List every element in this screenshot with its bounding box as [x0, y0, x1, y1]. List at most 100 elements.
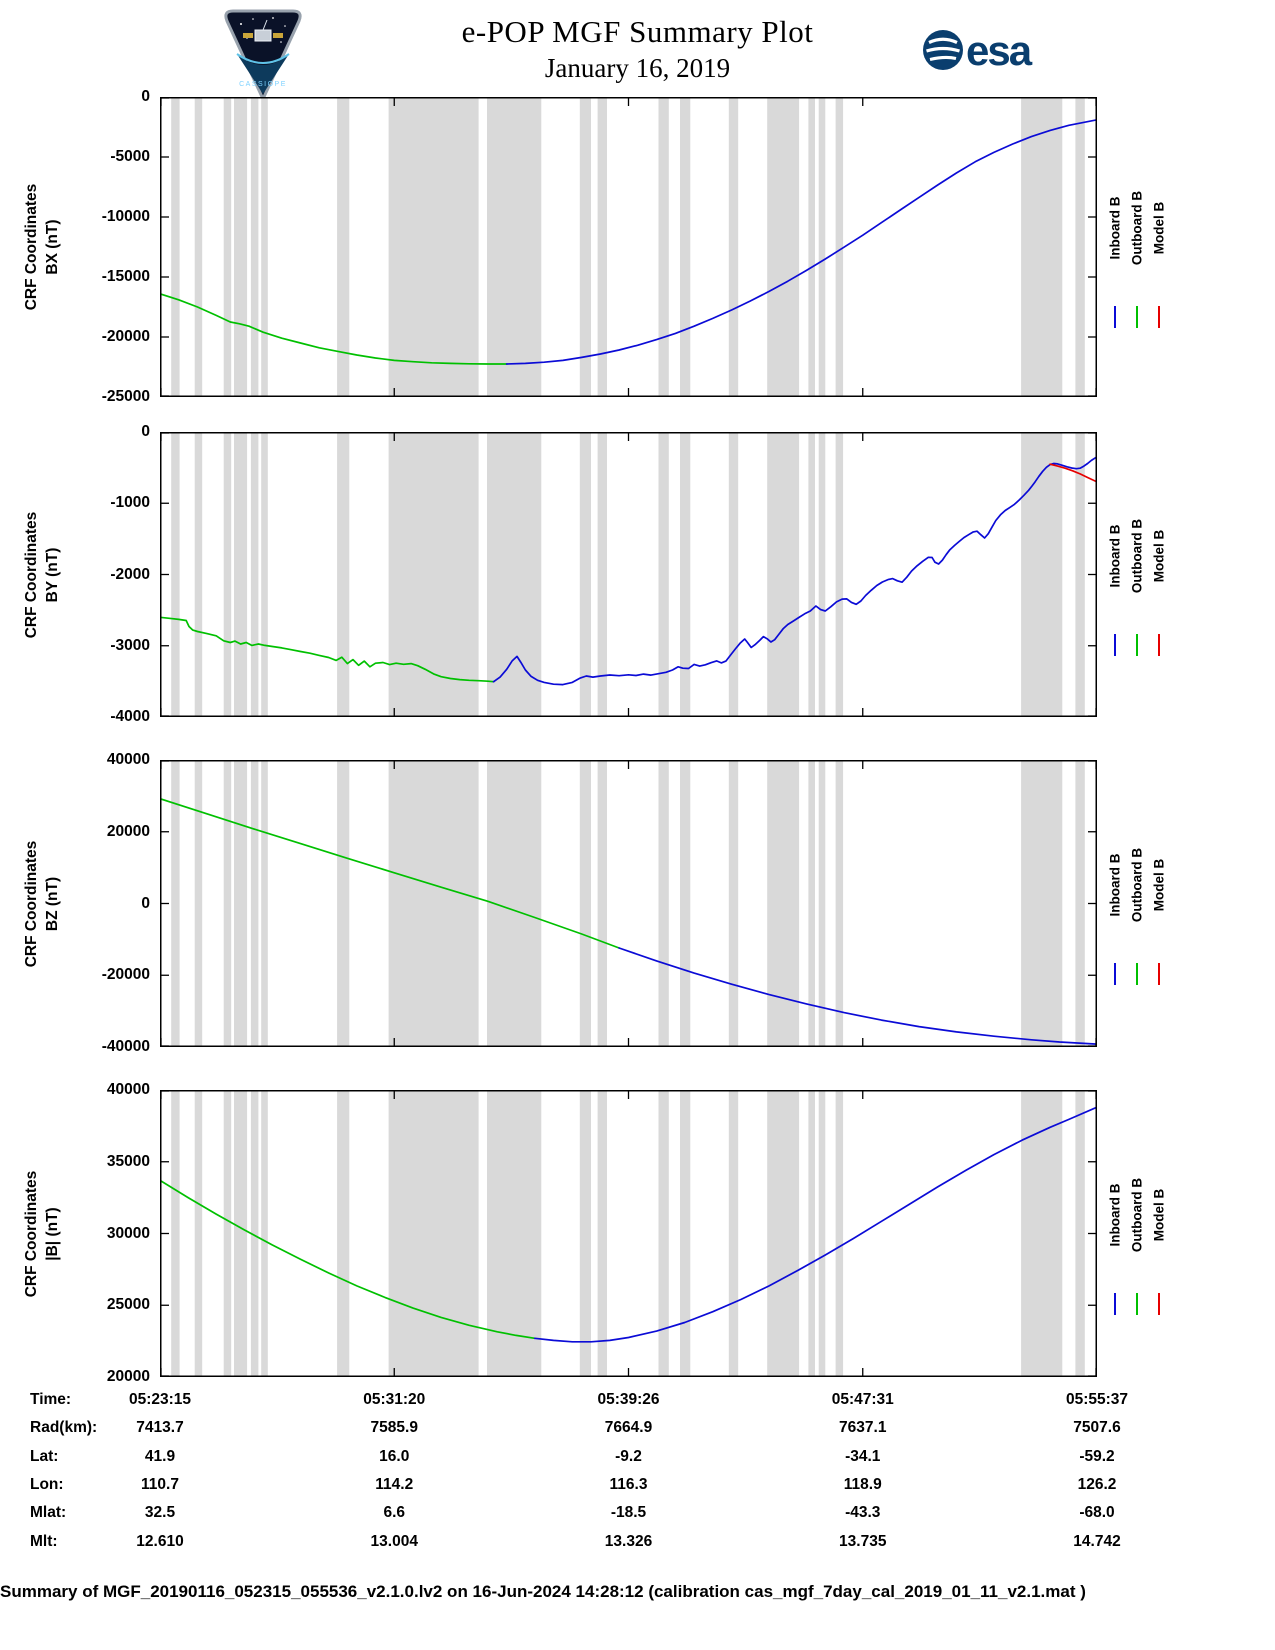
data-gap-band [597, 98, 607, 396]
data-gap-band [818, 433, 826, 716]
y-axis-label-line1: CRF Coordinates [23, 183, 40, 311]
axis-value: 7585.9 [370, 1419, 418, 1437]
data-gap-band [171, 761, 180, 1046]
axis-value: 05:55:37 [1065, 1391, 1129, 1408]
esa-logo-graphic: esa [923, 27, 1035, 74]
data-gap-band [250, 1091, 259, 1376]
data-gap-band [767, 98, 800, 396]
esa-globe-icon [923, 30, 963, 70]
legend-line-samples [1104, 633, 1170, 656]
data-gap-band [234, 1091, 248, 1376]
data-gap-band [818, 1091, 826, 1376]
data-gap-band [261, 761, 268, 1046]
data-gap-band [658, 1091, 669, 1376]
axis-row-label-time: Time: [30, 1391, 72, 1408]
data-gap-band [680, 433, 691, 716]
plot-legend: Inboard B Outboard B Model B [1104, 819, 1170, 985]
axis-value: 114.2 [375, 1475, 414, 1493]
data-gap-band [171, 433, 180, 716]
legend-line-model [1158, 306, 1160, 328]
plot-frame [160, 97, 1097, 397]
axis-value: -68.0 [1079, 1504, 1115, 1522]
data-gap-band [194, 433, 203, 716]
axis-value: 05:47:31 [831, 1391, 894, 1408]
axis-row-label-lat: Lat: [30, 1447, 59, 1465]
legend-labels: Inboard B Outboard B Model B [1104, 819, 1170, 951]
y-tick-label: 40000 [106, 1081, 150, 1098]
legend-label-text: Inboard B [1107, 1183, 1123, 1246]
series-inboard-b [505, 118, 1097, 365]
y-tick-label: -10000 [101, 208, 150, 225]
y-axis-label-line2: BX (nT) [44, 219, 61, 275]
data-gap-band [808, 1091, 815, 1376]
data-gap-band [680, 761, 691, 1046]
data-gap-band [597, 433, 607, 716]
legend-label: Model B [1148, 490, 1170, 622]
plot-svg [160, 760, 1097, 1047]
y-tick-label: 25000 [106, 1296, 150, 1314]
data-gap-band [767, 761, 800, 1046]
legend-label-text: Inboard B [1107, 524, 1123, 587]
cassiope-mission-patch: CASSIOPE [221, 4, 305, 107]
data-gap-band [767, 433, 800, 716]
y-tick-label: -20000 [101, 966, 150, 984]
legend-label: Inboard B [1104, 162, 1126, 294]
plot-frame [160, 432, 1097, 717]
y-tick-label: -4000 [110, 708, 150, 725]
data-gap-band [261, 433, 268, 716]
data-gap-band [337, 433, 350, 716]
data-gap-band [818, 761, 826, 1046]
data-gap-band [579, 433, 591, 716]
legend-line-col [1104, 633, 1126, 656]
plot-area [160, 432, 1097, 717]
axis-value: 118.9 [843, 1475, 882, 1493]
data-gap-band [1075, 98, 1085, 396]
legend-label-text: Inboard B [1107, 196, 1123, 260]
data-gap-band [261, 1091, 268, 1376]
legend-line-model [1158, 633, 1160, 656]
series-inboard-b [618, 947, 1097, 1045]
legend-line-outboard [1136, 306, 1138, 328]
data-gap-band [658, 433, 669, 716]
data-gap-band [1021, 98, 1063, 396]
legend-labels: Inboard B Outboard B Model B [1104, 1149, 1170, 1281]
plot-area [160, 760, 1097, 1047]
axis-value: 41.9 [144, 1447, 176, 1465]
legend-label-text: Model B [1151, 1188, 1167, 1241]
legend-line-col [1126, 1292, 1148, 1315]
data-gap-band [194, 98, 203, 396]
plot-legend: Inboard B Outboard B Model B [1104, 1149, 1170, 1315]
axis-value: -9.2 [615, 1447, 642, 1465]
esa-logo-text: esa [966, 27, 1033, 74]
patch-mission-name: CASSIOPE [239, 81, 287, 88]
plot-area [160, 1090, 1097, 1377]
legend-line-col [1148, 633, 1170, 656]
axis-value: 12.610 [136, 1532, 184, 1550]
plot-svg [160, 97, 1097, 397]
data-gap-band [388, 98, 479, 396]
data-gap-band [680, 98, 691, 396]
data-gap-band [250, 98, 259, 396]
axis-value: 6.6 [383, 1504, 406, 1522]
data-gap-band [835, 433, 844, 716]
data-gap-band [194, 761, 203, 1046]
data-gap-band [171, 1091, 180, 1376]
data-gap-band [579, 1091, 591, 1376]
legend-label: Inboard B [1104, 1149, 1126, 1281]
data-gap-band [1075, 761, 1085, 1046]
data-gap-band [579, 98, 591, 396]
data-gap-band [1075, 433, 1085, 716]
legend-line-col [1126, 306, 1148, 328]
data-gap-band [388, 1091, 479, 1376]
legend-label: Model B [1148, 162, 1170, 294]
legend-line-samples [1104, 306, 1170, 328]
series-outboard-b [160, 797, 620, 949]
axis-value: 7507.6 [1073, 1419, 1121, 1437]
legend-label: Outboard B [1126, 162, 1148, 294]
legend-label-text: Outboard B [1129, 1177, 1145, 1252]
legend-label: Outboard B [1126, 1149, 1148, 1281]
axis-value: 16.0 [379, 1447, 410, 1465]
legend-label: Model B [1148, 819, 1170, 951]
legend-line-col [1126, 633, 1148, 656]
data-gap-band [487, 433, 542, 716]
